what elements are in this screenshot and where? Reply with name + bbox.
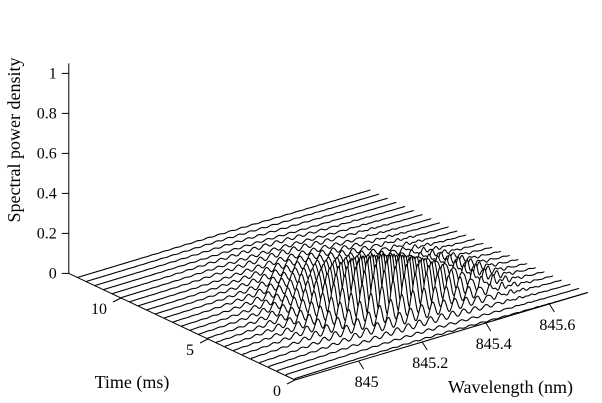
- spectrum-trace-6: [129, 214, 423, 303]
- y-tick-label-0: 0: [273, 383, 281, 400]
- x-axis-title: Wavelength (nm): [448, 377, 573, 398]
- x-tick-label-2: 845.4: [476, 336, 512, 353]
- z-tick-label-3: 0.6: [37, 145, 57, 162]
- x-tick-label-0: 845: [355, 374, 379, 391]
- z-tick-label-4: 0.8: [37, 105, 57, 122]
- spectrum-trace-2: [94, 197, 389, 287]
- z-tick-label-2: 0.4: [37, 185, 57, 202]
- spectrum-trace-7: [137, 218, 432, 307]
- spectrum-trace-22: [268, 279, 563, 368]
- y-tick-0: [286, 379, 296, 385]
- x-tick-3: [548, 303, 555, 313]
- z-axis-title: Spectral power density: [4, 58, 24, 223]
- axes-group: 845 845.2 845.4 845.6 0 5 10 0 0.2 0.4 0.6 0.8 1: [37, 63, 588, 400]
- x-tick-0: [358, 360, 365, 370]
- y-tick-label-1: 5: [186, 342, 194, 359]
- spectrum-trace-4: [111, 205, 406, 295]
- spectrum-trace-0: [76, 189, 371, 278]
- spectrum-trace-5: [120, 210, 415, 299]
- y-tick-2: [112, 297, 122, 303]
- z-tick-label-1: 0.2: [37, 225, 57, 242]
- y-tick-label-2: 10: [91, 301, 107, 318]
- x-tick-1: [421, 341, 428, 351]
- z-tick-label-5: 1: [49, 65, 57, 82]
- spectrum-trace-24: [285, 287, 580, 376]
- x-tick-2: [485, 322, 492, 332]
- spectrum-trace-23: [277, 283, 571, 372]
- y-axis-line: [68, 272, 296, 381]
- x-tick-label-1: 845.2: [412, 355, 448, 372]
- x-tick-label-3: 845.6: [539, 317, 575, 334]
- spectrum-trace-3: [103, 201, 397, 291]
- x-axis-line: [294, 292, 588, 381]
- y-tick-1: [199, 338, 209, 344]
- y-axis-title: Time (ms): [95, 372, 170, 393]
- z-tick-label-0: 0: [49, 265, 57, 282]
- spectrum-trace-1: [85, 193, 380, 283]
- spectrum-trace-8: [146, 222, 441, 311]
